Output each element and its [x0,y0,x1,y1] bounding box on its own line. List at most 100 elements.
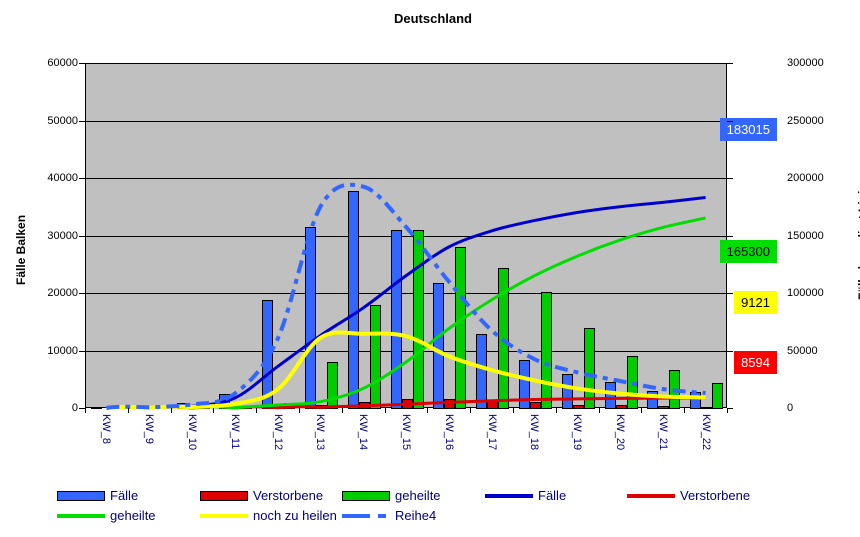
x-axis-category-label: KW_10 [186,414,198,451]
x-axis-tickmark [299,408,300,413]
x-axis-tickmark [85,408,86,413]
right-axis-tick-label: 100000 [787,287,824,299]
left-axis-tickmark [79,408,85,409]
value-label-8594: 8594 [734,351,777,374]
left-axis-tickmark [79,235,85,237]
bar-verstorbene [701,406,713,409]
x-axis-category-label: KW_21 [656,414,669,451]
legend-label-reihe4: Reihe4 [395,508,437,523]
bar-geheilte [626,355,638,409]
left-axis-tickmark [79,293,85,294]
bar-geheilte [326,362,338,409]
bar-geheilte [369,304,381,409]
legend-label-verstorbene: Verstorbene [680,488,751,503]
left-axis-tick-label: 40000 [47,172,78,184]
left-axis-tick-label: 10000 [47,344,78,357]
x-axis-tickmark [470,408,472,413]
x-axis-category-label: KW_13 [314,414,327,451]
bar-verstorbene [615,405,627,409]
value-label-183015: 183015 [719,118,777,141]
x-axis-category-label: KW_19 [571,414,584,451]
x-axis-tickmark [341,408,343,413]
x-axis-tickmark [256,408,258,413]
x-axis-tickmark [213,408,215,413]
left-axis-tickmark [79,350,85,352]
right-axis-tick-label: 300000 [787,57,824,69]
legend-swatch-bar [342,491,390,501]
gridline [86,178,726,179]
x-axis-tickmark [555,408,557,413]
left-axis-tick-label: 60000 [47,57,78,69]
bar-geheilte [712,382,724,409]
bar-fälle [347,190,359,409]
bar-fälle [90,407,102,409]
value-label-9121: 9121 [734,291,777,314]
right-axis-tickmark [727,178,733,179]
right-axis-tickmark [727,120,733,122]
gridline [86,235,726,237]
right-axis-tick-label: 150000 [787,229,824,242]
left-axis-tickmark [79,178,85,179]
x-axis-category-label: KW_8 [100,414,113,444]
x-axis-category-label: KW_11 [228,414,241,450]
right-axis-tick-label: 200000 [787,172,824,184]
bar-verstorbene [658,405,670,409]
right-axis-tick-label: 50000 [787,344,818,357]
bar-fälle [561,373,573,409]
value-label-165300: 165300 [719,240,777,263]
bar-geheilte [583,327,595,409]
x-axis-category-label: KW_12 [271,414,284,451]
gridline [86,63,726,64]
legend-label-geheilte: geheilte [110,508,156,523]
plot-area [85,63,727,409]
legend-swatch-line [200,514,248,518]
gridline [86,350,726,352]
right-axis-tick-label: 0 [787,402,794,414]
line-reihe4 [105,182,706,410]
legend-swatch-line [57,514,105,518]
bar-fälle [433,283,445,409]
legend-swatch-bar [200,491,248,501]
legend-label-fälle: Fälle [110,488,139,503]
x-axis-category-label: KW_17 [485,414,498,451]
left-axis-tickmark [79,120,85,122]
legend-label-verstorbene: Verstorbene [253,488,324,503]
x-axis-tickmark [384,408,386,413]
x-axis-category-label: KW_18 [528,414,541,451]
line-noch-zu-heilen [105,330,706,410]
legend-label-fälle: Fälle [538,488,567,503]
bar-verstorbene [572,404,584,409]
left-axis-tick-label: 0 [71,402,78,414]
right-axis-tickmark [727,235,733,237]
legend-swatch-line [627,494,675,498]
x-axis-category-label: KW_9 [143,414,156,444]
right-axis-tickmark [727,293,733,294]
x-axis-tickmark [427,408,429,413]
x-axis-tickmark [513,408,514,413]
bar-geheilte [540,291,552,409]
x-axis-tickmark [127,408,129,413]
x-axis-category-label: KW_14 [357,414,370,451]
right-axis-tickmark [727,63,733,64]
x-axis-tickmark [641,408,643,413]
right-axis-tickmark [727,408,733,409]
bar-fälle [390,229,402,409]
x-axis-tickmark [598,408,600,413]
left-axis-tick-label: 50000 [47,114,78,127]
left-axis-tick-label: 30000 [47,229,78,242]
legend-swatch-bar [57,491,105,501]
bar-fälle [476,334,488,409]
right-axis-tickmark [727,350,733,352]
x-axis-tickmark [727,408,728,413]
legend-label-geheilte: geheilte [395,488,441,503]
bar-fälle [604,381,616,409]
left-axis-tickmark [79,63,85,64]
bar-geheilte [455,247,467,409]
legend-swatch-dashed-line [342,514,390,518]
bar-fälle [518,360,530,409]
x-axis-category-label: KW_22 [699,414,712,451]
legend-label-noch-zu-heilen: noch zu heilen [253,508,337,523]
bar-verstorbene [529,401,541,409]
chart-title: Deutschland [393,11,472,26]
